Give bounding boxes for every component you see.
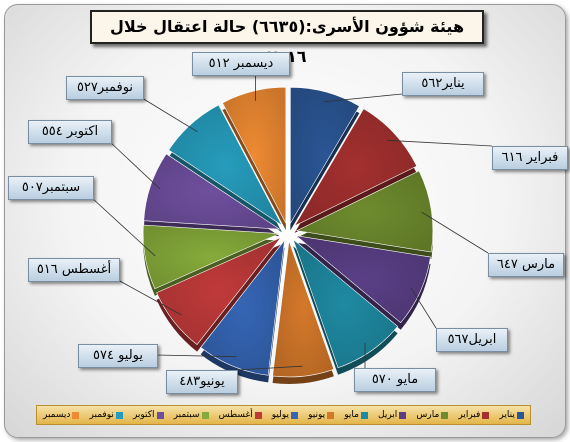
legend-swatch	[291, 411, 299, 419]
legend-swatch	[441, 411, 449, 419]
data-label-11: نوفمبر٥٢٧	[66, 76, 144, 100]
legend-label: يوليو	[271, 410, 290, 420]
legend-label: مايو	[344, 410, 359, 420]
pie-slice-2	[293, 108, 418, 227]
leader-line-11	[141, 97, 198, 133]
legend-label: سبتمبر	[173, 410, 200, 420]
leader-line-7	[155, 354, 237, 358]
pie-slice-6	[272, 240, 335, 378]
pie-slice-1	[290, 87, 360, 225]
leader-line-9	[91, 197, 156, 257]
data-label-9: سبتمبر٥٠٧	[8, 176, 94, 200]
legend-label: ابريل	[378, 410, 398, 420]
legend-item-6: يونيو	[308, 410, 335, 420]
pie-slice-11	[168, 104, 283, 226]
leader-line-10	[109, 141, 161, 190]
pie-slice-5	[292, 238, 399, 369]
legend-item-8: أغسطس	[219, 410, 262, 420]
legend-swatch	[254, 411, 262, 419]
legend: يناير فبراير مارس ابريل مايو يونيو يوليو أغسطس س…	[36, 405, 531, 425]
legend-item-1: يناير	[499, 410, 524, 420]
legend-swatch	[156, 411, 164, 419]
legend-item-3: مارس	[416, 410, 449, 420]
data-label-1: يناير٥٦٢	[402, 72, 484, 96]
leader-line-1	[323, 93, 403, 103]
pie-slice-12	[222, 86, 287, 224]
leader-line-8	[117, 279, 182, 316]
leader-line-2	[387, 139, 493, 147]
legend-swatch	[72, 411, 80, 419]
data-label-4: ابريل٥٦٧	[436, 328, 508, 352]
pie-slice-7	[200, 239, 285, 376]
pie-slice-4	[295, 235, 431, 324]
data-label-2: فبراير ٦١٦	[492, 146, 568, 170]
legend-swatch	[327, 411, 335, 419]
legend-label: أغسطس	[218, 410, 253, 420]
pie-slice-8	[156, 237, 282, 346]
legend-swatch	[399, 411, 407, 419]
legend-label: فبراير	[458, 410, 481, 420]
legend-item-4: ابريل	[378, 410, 407, 420]
legend-swatch	[115, 411, 123, 419]
leader-line-6	[235, 365, 303, 371]
legend-item-2: فبراير	[458, 410, 490, 420]
pie-slice-9	[142, 224, 280, 290]
data-label-8: أغسطس ٥١٦	[28, 258, 120, 282]
legend-item-9: سبتمبر	[174, 410, 209, 420]
legend-label: مارس	[416, 410, 440, 420]
data-label-3: مارس ٦٤٧	[488, 253, 564, 277]
data-label-12: ديسمبر ٥١٢	[192, 52, 290, 76]
chart-title: هيئة شؤون الأسرى:(٦٦٣٥) حالة اعتقال خلال…	[90, 10, 484, 66]
leader-line-3	[421, 211, 489, 254]
legend-item-5: مايو	[344, 410, 368, 420]
legend-label: نوفمبر	[89, 410, 114, 420]
legend-item-10: اكتوبر	[133, 410, 164, 420]
legend-label: ديسمبر	[43, 410, 71, 420]
legend-swatch	[201, 411, 209, 419]
pie-slice-10	[143, 153, 281, 230]
legend-swatch	[482, 411, 490, 419]
legend-item-12: ديسمبر	[43, 410, 80, 420]
legend-item-11: نوفمبر	[90, 410, 123, 420]
data-label-6: يونيو٤٨٣	[166, 370, 238, 394]
pie-slice-3	[295, 170, 434, 253]
data-label-7: يوليو ٥٧٤	[78, 344, 158, 368]
data-label-5: مايو ٥٧٠	[354, 368, 436, 392]
leader-line-4	[410, 287, 437, 329]
legend-swatch	[360, 411, 368, 419]
legend-label: اكتوبر	[132, 410, 155, 420]
legend-swatch	[516, 411, 524, 419]
legend-label: يناير	[499, 410, 515, 420]
legend-label: يونيو	[308, 410, 326, 420]
legend-item-7: يوليو	[271, 410, 299, 420]
data-label-10: اكتوبر ٥٥٤	[28, 120, 112, 144]
